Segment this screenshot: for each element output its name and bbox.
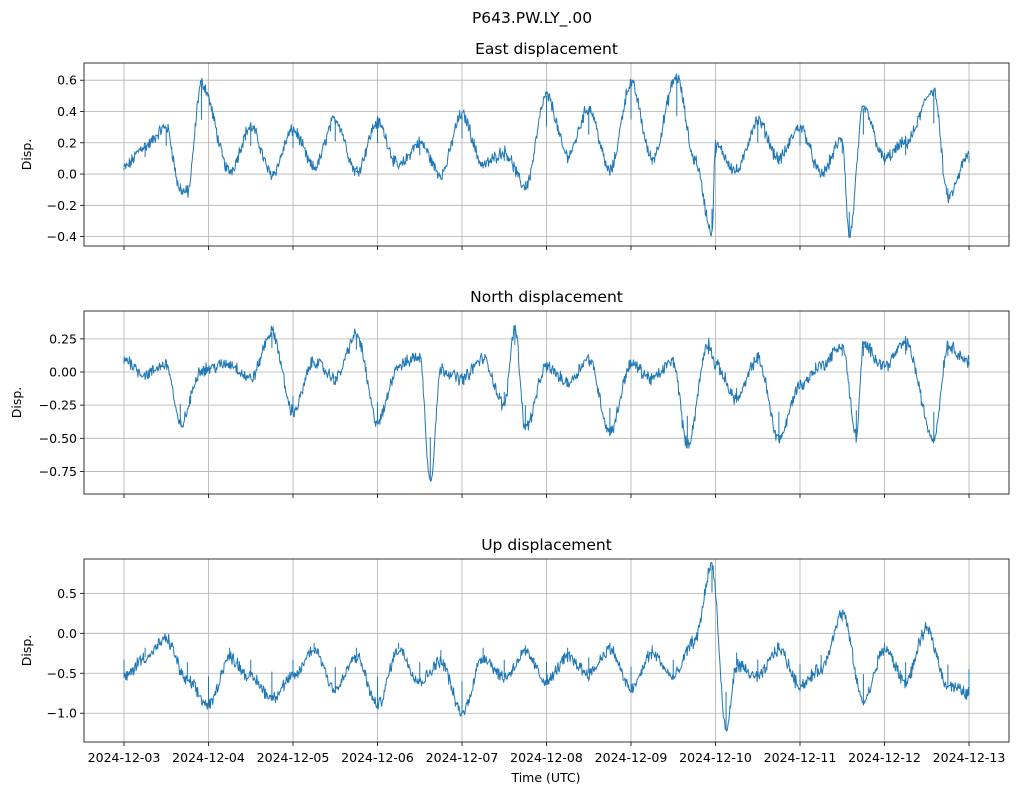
y-axis-label: Disp. <box>19 635 34 667</box>
y-tick-label: 0.6 <box>57 73 77 88</box>
panel-title: Up displacement <box>481 536 612 554</box>
y-tick-label: −0.50 <box>39 431 77 446</box>
y-tick-label: 0.2 <box>57 135 77 150</box>
series-line <box>123 561 970 732</box>
y-tick-label: −0.75 <box>39 464 77 479</box>
axes-frame <box>83 558 1010 743</box>
x-tick-label: 2024-12-11 <box>764 750 837 765</box>
y-tick-label: −0.4 <box>47 229 77 244</box>
y-tick-label: 0.0 <box>57 167 77 182</box>
axes-frame <box>83 310 1010 495</box>
x-tick-labels: 2024-12-03 2024-12-04 2024-12-05 2024-12-06… <box>88 750 1006 765</box>
x-tick-label: 2024-12-12 <box>848 750 921 765</box>
x-axis-label: Time (UTC) <box>510 770 580 785</box>
y-tick-label: −0.25 <box>39 398 77 413</box>
x-tick-label: 2024-12-03 <box>88 750 161 765</box>
y-tick-label: −0.5 <box>47 666 77 681</box>
axes-frame <box>83 62 1010 247</box>
figure-suptitle: P643.PW.LY_.00 <box>472 9 592 28</box>
panel-title: East displacement <box>475 40 618 58</box>
series-line <box>123 324 970 482</box>
series-line <box>123 73 970 239</box>
north-displacement-panel: 0.25 0.00 −0.25 −0.50 −0.75 North displacemen… <box>9 288 1010 498</box>
y-tick-label: −0.2 <box>47 198 77 213</box>
x-tick-label: 2024-12-06 <box>341 750 414 765</box>
y-tick-label: 0.00 <box>49 365 77 380</box>
y-tick-label: 0.5 <box>57 586 77 601</box>
east-displacement-panel: 0.6 0.4 0.2 0.0 −0.2 −0.4 East displacement Dis… <box>19 40 1010 250</box>
x-tick-label: 2024-12-08 <box>510 750 583 765</box>
y-axis-label: Disp. <box>9 387 24 419</box>
panel-title: North displacement <box>470 288 623 306</box>
x-tick-label: 2024-12-13 <box>933 750 1006 765</box>
y-tick-label: 0.25 <box>49 331 77 346</box>
y-tick-label: 0.4 <box>57 104 77 119</box>
x-tick-label: 2024-12-05 <box>257 750 330 765</box>
x-tick-label: 2024-12-07 <box>426 750 499 765</box>
y-axis-label: Disp. <box>19 139 34 171</box>
x-tick-label: 2024-12-10 <box>679 750 752 765</box>
x-tick-label: 2024-12-09 <box>595 750 668 765</box>
x-tick-label: 2024-12-04 <box>172 750 245 765</box>
up-displacement-panel: 0.5 0.0 −0.5 −1.0 Up displacement Disp. <box>19 536 1010 746</box>
y-tick-label: 0.0 <box>57 626 77 641</box>
y-tick-label: −1.0 <box>47 706 77 721</box>
